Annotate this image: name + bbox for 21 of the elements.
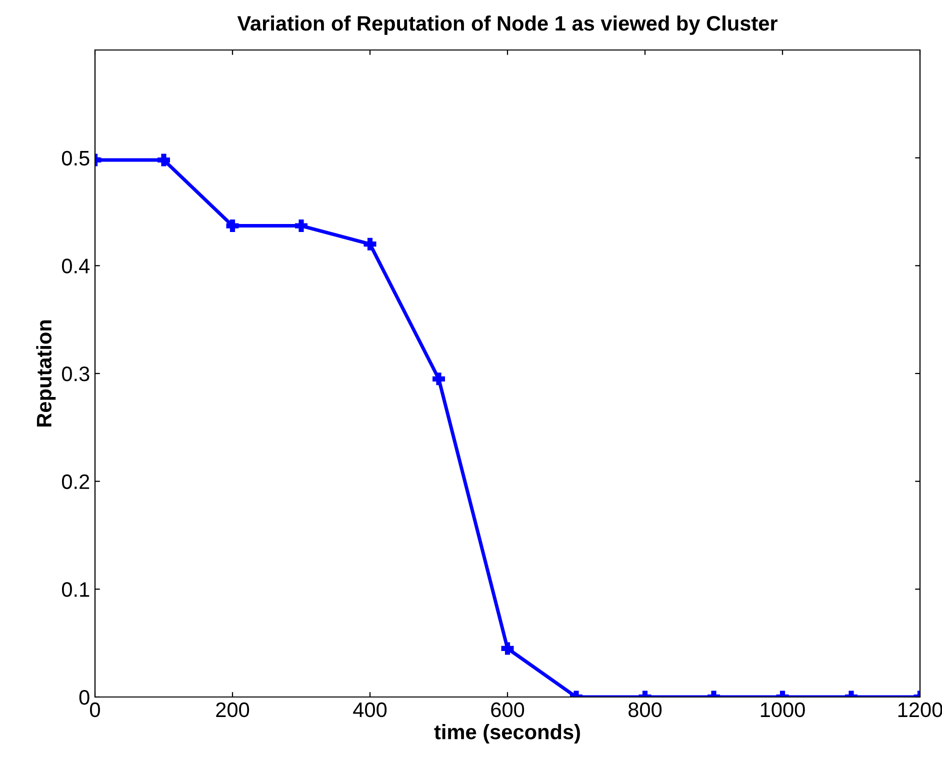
point xyxy=(295,220,308,232)
y-axis-title: Reputation xyxy=(36,320,56,426)
y-tick-label: 0.5 xyxy=(62,150,90,166)
x-tick-label: 800 xyxy=(628,702,662,718)
x-tick-label: 1000 xyxy=(760,702,805,718)
y-tick-label: 0.1 xyxy=(62,582,90,597)
y-tick-label: 0.2 xyxy=(62,474,90,490)
x-tick-label: 200 xyxy=(216,702,250,718)
y-tick-label: 0 xyxy=(79,690,90,705)
chart-title: Variation of Reputation of Node 1 as viewed by Cluster xyxy=(237,15,778,35)
x-tick-label: 1200 xyxy=(898,702,942,718)
point xyxy=(432,372,445,386)
x-axis-title: time (seconds) xyxy=(434,724,580,744)
x-tick-label: 400 xyxy=(353,702,387,718)
point xyxy=(364,238,376,250)
point xyxy=(226,220,239,232)
x-tick-label: 600 xyxy=(491,702,524,718)
y-tick-label: 0.3 xyxy=(62,366,90,382)
point xyxy=(158,154,170,166)
y-tick-label: 0.4 xyxy=(62,258,90,274)
x-tick-label: 0 xyxy=(90,702,100,718)
